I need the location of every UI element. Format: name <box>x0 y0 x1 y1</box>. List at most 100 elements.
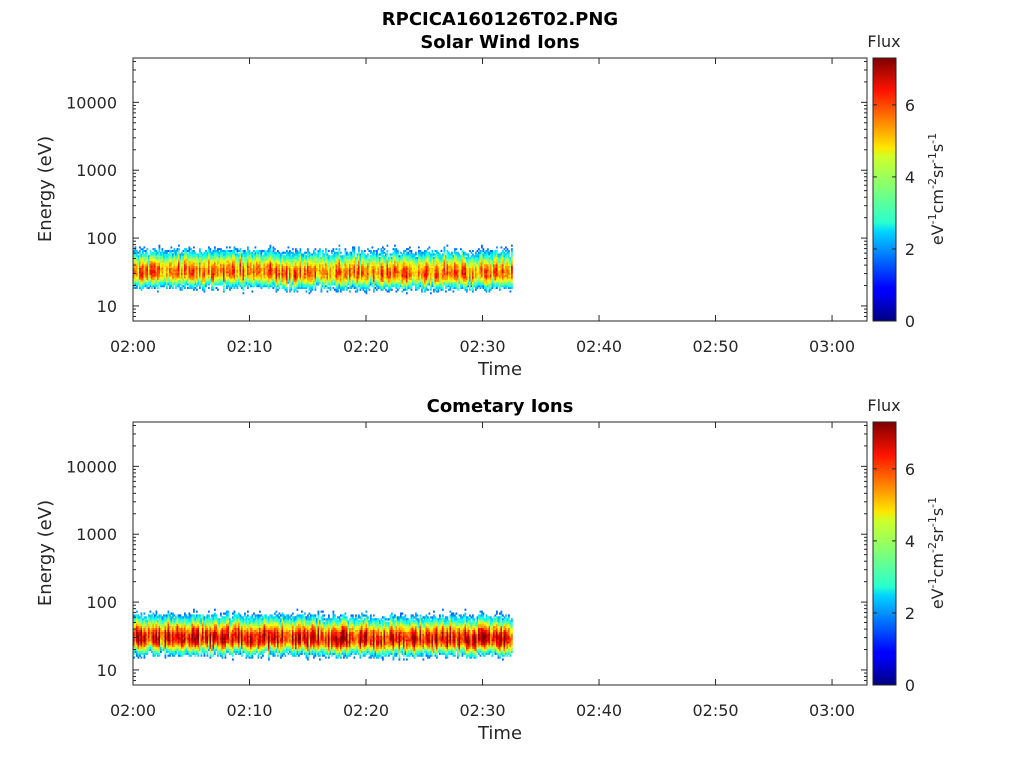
heatmap-cell <box>448 271 450 274</box>
heatmap-cell <box>263 285 266 288</box>
heatmap-cell <box>443 267 446 270</box>
heatmap-cell <box>295 265 297 268</box>
heatmap-cell <box>389 281 392 284</box>
heatmap-cell <box>442 269 444 272</box>
heatmap-cell <box>235 264 237 267</box>
heatmap-cell <box>194 286 197 289</box>
heatmap-cell <box>253 264 255 267</box>
heatmap-cell <box>265 271 267 274</box>
heatmap-cell <box>344 271 347 274</box>
heatmap-cell <box>266 267 269 270</box>
heatmap-cell <box>454 255 456 258</box>
heatmap-cell <box>454 253 456 256</box>
heatmap-cell <box>479 283 482 286</box>
heatmap-cell <box>398 264 401 267</box>
heatmap-cell <box>229 262 231 265</box>
heatmap-cell <box>442 256 444 260</box>
heatmap-cell <box>179 258 182 261</box>
heatmap-cell <box>236 269 239 272</box>
heatmap-cell <box>256 279 258 282</box>
heatmap-cell <box>376 274 378 277</box>
heatmap-cell <box>298 276 300 279</box>
heatmap-cell <box>389 255 392 258</box>
heatmap-cell <box>193 267 195 270</box>
heatmap-cell <box>245 276 248 279</box>
heatmap-cell <box>205 276 207 279</box>
heatmap-cell <box>182 281 185 284</box>
heatmap-cell <box>187 249 189 252</box>
heatmap-cell <box>238 255 240 258</box>
heatmap-cell <box>307 256 309 260</box>
heatmap-cell <box>397 260 399 263</box>
heatmap-cell <box>310 278 312 281</box>
heatmap-cell <box>251 256 254 260</box>
heatmap-cell <box>212 278 215 281</box>
heatmap-cell <box>244 255 246 258</box>
heatmap-cell <box>181 269 183 272</box>
heatmap-cell <box>205 258 207 261</box>
heatmap-cell <box>433 272 435 275</box>
heatmap-cell <box>322 274 324 277</box>
heatmap-cell <box>329 286 332 289</box>
heatmap-cell <box>374 255 377 258</box>
heatmap-cell <box>326 283 329 286</box>
heatmap-cell <box>275 267 278 270</box>
heatmap-cell <box>295 285 297 288</box>
heatmap-cell <box>188 267 191 270</box>
heatmap-cell <box>353 283 356 286</box>
heatmap-cell <box>290 267 293 270</box>
heatmap-cell <box>370 260 372 263</box>
heatmap-cell <box>158 278 161 281</box>
heatmap-cell <box>197 256 200 260</box>
heatmap-cell <box>466 288 468 291</box>
heatmap-cell <box>142 262 144 265</box>
heatmap-cell <box>236 256 239 260</box>
heatmap-cell <box>385 288 387 291</box>
heatmap-cell <box>439 272 441 275</box>
heatmap-cell <box>418 256 420 260</box>
heatmap-cell <box>304 258 306 261</box>
heatmap-cell <box>161 285 164 288</box>
heatmap-cell <box>184 286 186 289</box>
heatmap-cell <box>187 286 189 289</box>
heatmap-cell <box>406 286 408 289</box>
heatmap-cell <box>268 283 270 286</box>
heatmap-cell <box>254 265 257 268</box>
heatmap-cell <box>404 267 407 270</box>
heatmap-cell <box>173 251 176 254</box>
heatmap-cell <box>394 244 396 247</box>
heatmap-cell <box>398 285 401 288</box>
heatmap-cell <box>436 283 438 286</box>
heatmap-cell <box>253 269 255 272</box>
heatmap-cell <box>268 279 270 282</box>
heatmap-cell <box>302 283 305 286</box>
heatmap-cell <box>262 276 264 279</box>
heatmap-cell <box>292 251 294 254</box>
heatmap-cell <box>217 283 219 286</box>
heatmap-cell <box>184 256 186 260</box>
heatmap-cell <box>398 258 401 261</box>
heatmap-cell <box>337 286 339 289</box>
heatmap-cell <box>271 274 273 277</box>
heatmap-cell <box>226 260 228 263</box>
heatmap-cell <box>427 276 429 279</box>
heatmap-cell <box>181 272 183 275</box>
heatmap-cell <box>152 279 155 282</box>
heatmap-cell <box>472 290 474 293</box>
heatmap-cell <box>310 286 312 289</box>
heatmap-cell <box>415 265 417 268</box>
heatmap-cell <box>358 264 360 267</box>
heatmap-cell <box>421 253 423 256</box>
heatmap-cell <box>265 262 267 265</box>
heatmap-cell <box>244 256 246 260</box>
heatmap-cell <box>263 269 266 272</box>
heatmap-cell <box>281 256 284 260</box>
heatmap-cell <box>235 283 237 286</box>
heatmap-cell <box>184 260 186 263</box>
heatmap-cell <box>310 288 312 291</box>
heatmap-cell <box>239 285 242 288</box>
heatmap-cell <box>233 253 236 256</box>
heatmap-cell <box>254 246 257 249</box>
heatmap-cell <box>170 249 173 252</box>
heatmap-cell <box>152 248 155 251</box>
